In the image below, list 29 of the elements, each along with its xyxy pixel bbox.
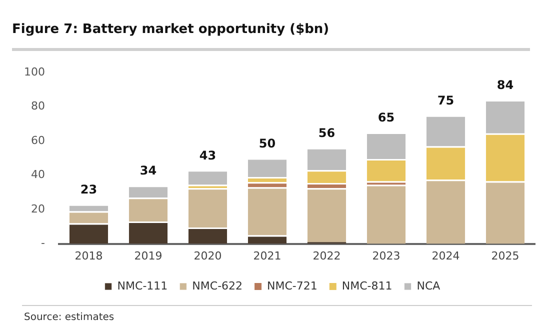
x-tick-label: 2024 <box>432 249 460 262</box>
x-tick-label: 2018 <box>74 249 103 262</box>
total-label: 56 <box>318 126 336 140</box>
x-tick-label: 2021 <box>253 249 282 262</box>
legend-label: NMC-811 <box>342 279 392 292</box>
y-tick-label: 40 <box>30 168 45 182</box>
y-tick-label: 60 <box>30 134 45 147</box>
total-label: 23 <box>80 182 98 197</box>
chart-title: Figure 7: Battery market opportunity ($bn) <box>12 22 330 37</box>
x-tick-label: 2023 <box>372 249 400 262</box>
source-note: Source: estimates <box>24 312 114 323</box>
y-tick-label: - <box>41 236 46 250</box>
total-label: 65 <box>378 110 395 125</box>
total-label: 43 <box>199 148 216 162</box>
total-label: 34 <box>140 164 157 178</box>
total-label: 50 <box>258 136 276 150</box>
x-tick-label: 2022 <box>312 249 341 262</box>
y-tick-label: 100 <box>24 65 45 78</box>
legend-label: NCA <box>416 279 441 292</box>
x-tick-label: 2025 <box>491 249 520 262</box>
legend-label: NMC-622 <box>192 279 243 292</box>
total-label: 84 <box>496 78 514 92</box>
legend-label: NMC-111 <box>117 279 168 292</box>
y-tick-label: 80 <box>30 100 45 113</box>
legend-label: NMC-721 <box>267 279 318 292</box>
total-label: 75 <box>437 94 454 108</box>
y-tick-label: 20 <box>30 202 45 216</box>
x-tick-label: 2020 <box>194 249 222 262</box>
x-tick-label: 2019 <box>134 249 162 262</box>
